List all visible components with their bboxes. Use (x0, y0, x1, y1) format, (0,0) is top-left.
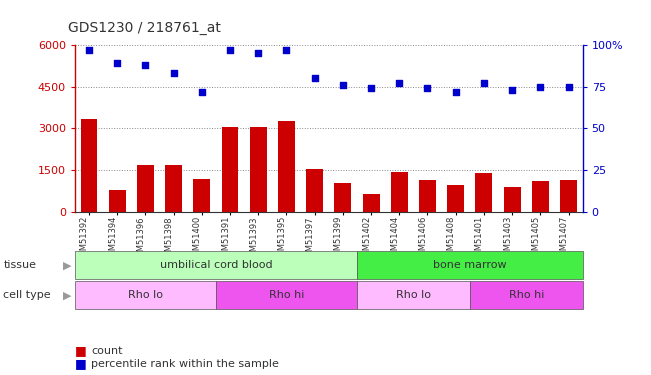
Bar (250, 127, 267, 212)
Point (197, 89, 207, 95)
Text: GDS1230 / 218761_at: GDS1230 / 218761_at (68, 21, 221, 34)
Bar (193, 178, 210, 212)
Bar (109, 190, 126, 212)
Text: tissue: tissue (3, 260, 36, 270)
Bar (75, 251, 357, 279)
Bar (419, 180, 436, 212)
Point (140, 62, 150, 68)
Text: bone marrow: bone marrow (433, 260, 506, 270)
Bar (363, 194, 380, 212)
Text: ■: ■ (75, 344, 87, 357)
Text: ▶: ▶ (63, 260, 72, 270)
Point (422, 86, 433, 92)
Bar (357, 251, 583, 279)
Point (535, 84, 546, 90)
Bar (504, 187, 521, 212)
Bar (532, 181, 549, 212)
Text: ▶: ▶ (63, 290, 72, 300)
Point (450, 89, 461, 95)
Point (225, 47, 235, 53)
Bar (447, 186, 464, 212)
Bar (560, 180, 577, 212)
Text: Rho hi: Rho hi (269, 290, 304, 300)
Text: cell type: cell type (3, 290, 51, 300)
Bar (137, 165, 154, 212)
Bar (75, 281, 216, 309)
Bar (335, 183, 352, 212)
Point (338, 82, 348, 88)
Point (394, 80, 404, 86)
Text: Rho lo: Rho lo (396, 290, 431, 300)
Bar (357, 281, 470, 309)
Bar (391, 171, 408, 212)
Text: percentile rank within the sample: percentile rank within the sample (91, 359, 279, 369)
Text: count: count (91, 346, 122, 355)
Point (309, 75, 320, 81)
Bar (475, 173, 492, 212)
Text: umbilical cord blood: umbilical cord blood (159, 260, 272, 270)
Point (84, 47, 94, 53)
Text: ■: ■ (75, 357, 87, 370)
Point (281, 47, 292, 53)
Bar (216, 281, 357, 309)
Bar (470, 281, 583, 309)
Point (253, 50, 264, 56)
Point (169, 70, 179, 76)
Bar (278, 122, 295, 212)
Point (507, 87, 518, 93)
Text: Rho hi: Rho hi (508, 290, 544, 300)
Bar (306, 169, 323, 212)
Bar (81, 119, 98, 212)
Text: Rho lo: Rho lo (128, 290, 163, 300)
Bar (221, 127, 238, 212)
Point (563, 84, 574, 90)
Bar (165, 165, 182, 212)
Point (366, 86, 376, 92)
Point (478, 80, 489, 86)
Point (112, 60, 122, 66)
